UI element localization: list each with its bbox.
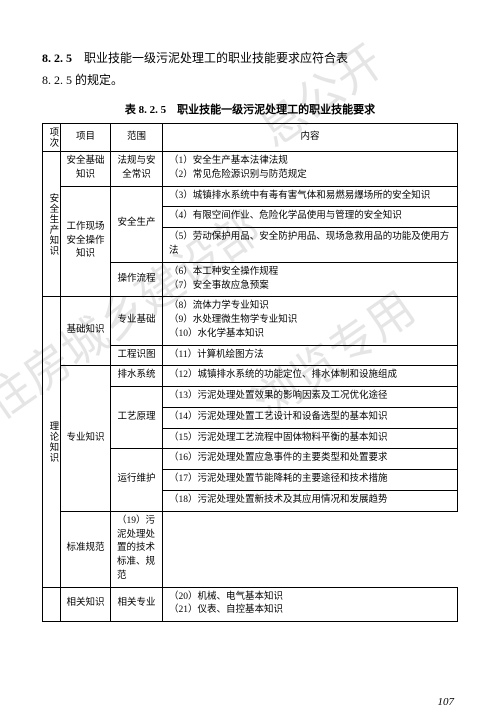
scope-cell: 法规与安全常识 <box>111 152 163 187</box>
intro-paragraph: 8. 2. 5 职业技能一级污泥处理工的职业技能要求应符合表 8. 2. 5 的… <box>42 48 458 91</box>
table-row: 理论知识 基础知识 专业基础 （8）流体力学专业知识 （9）水处理微生物学专业知… <box>43 297 458 345</box>
item-cell: 工作现场安全操作知识 <box>61 186 111 297</box>
group-1: 安全生产知识 <box>43 152 61 297</box>
scope-cell: 排水系统 <box>111 366 163 387</box>
col-header-4: 内容 <box>163 124 458 152</box>
col-header-3: 范围 <box>111 124 163 152</box>
intro-section-num: 8. 2. 5 <box>42 51 72 65</box>
content-cell: （19）污泥处理处置的技术标准、规范 <box>111 511 163 587</box>
table-header-row: 项次 项目 范围 内容 <box>43 124 458 152</box>
table-row: 相关知识 相关专业 （20）机械、电气基本知识 （21）仪表、自控基本知识 <box>43 587 458 622</box>
table-row: 专业知识 排水系统 （12）城镇排水系统的功能定位、排水体制和设施组成 <box>43 366 458 387</box>
scope-cell: 安全生产 <box>111 186 163 262</box>
table-row: 标准规范 （19）污泥处理处置的技术标准、规范 <box>43 511 458 587</box>
scope-cell: 运行维护 <box>111 449 163 511</box>
table-row: 安全生产知识 安全基础知识 法规与安全常识 （1）安全生产基本法律法规 （2）常… <box>43 152 458 187</box>
requirements-table: 项次 项目 范围 内容 安全生产知识 安全基础知识 法规与安全常识 （1）安全生… <box>42 123 458 622</box>
table-row: 工作现场安全操作知识 安全生产 （3）城镇排水系统中有毒有害气体和易燃易爆场所的… <box>43 186 458 207</box>
table-caption: 表 8. 2. 5 职业技能一级污泥处理工的职业技能要求 <box>42 101 458 117</box>
scope-cell: 操作流程 <box>111 262 163 297</box>
scope-cell: 工艺原理 <box>111 387 163 449</box>
content-cell: （13）污泥处理处置效果的影响因素及工况优化途径 <box>163 387 458 408</box>
content-cell: （14）污泥处理处置工艺设计和设备选型的基本知识 <box>163 407 458 428</box>
content-cell: （16）污泥处理处置应急事件的主要类型和处置要求 <box>163 449 458 470</box>
content-cell: （5）劳动保护用品、安全防护用品、现场急救用品的功能及使用方法 <box>163 228 458 263</box>
col-header-1: 项次 <box>43 124 61 152</box>
content-cell: （20）机械、电气基本知识 （21）仪表、自控基本知识 <box>163 587 458 622</box>
content-cell: （8）流体力学专业知识 （9）水处理微生物学专业知识 （10）水化学基本知识 <box>163 297 458 345</box>
scope-cell: 相关专业 <box>111 587 163 622</box>
scope-cell: 标准规范 <box>61 511 111 587</box>
content-cell: （18）污泥处理处置新技术及其应用情况和发展趋势 <box>163 490 458 511</box>
group-2: 理论知识 <box>43 297 61 587</box>
content-cell: （17）污泥处理处置节能降耗的主要途径和技术措施 <box>163 470 458 491</box>
content-cell: （3）城镇排水系统中有毒有害气体和易燃易爆场所的安全知识 <box>163 186 458 207</box>
item-cell: 相关知识 <box>61 587 111 622</box>
content-cell: （4）有限空间作业、危险化学品使用与管理的安全知识 <box>163 207 458 228</box>
item-cell: 基础知识 <box>61 297 111 366</box>
scope-cell: 专业基础 <box>111 297 163 345</box>
item-cell: 安全基础知识 <box>61 152 111 187</box>
content-cell: （11）计算机绘图方法 <box>163 345 458 366</box>
content-cell: （12）城镇排水系统的功能定位、排水体制和设施组成 <box>163 366 458 387</box>
page-number: 107 <box>438 696 455 708</box>
scope-cell: 工程识图 <box>111 345 163 366</box>
content-cell: （1）安全生产基本法律法规 （2）常见危险源识别与防范规定 <box>163 152 458 187</box>
item-cell: 专业知识 <box>61 366 111 511</box>
col-header-2: 项目 <box>61 124 111 152</box>
content-cell: （15）污泥处理工艺流程中固体物料平衡的基本知识 <box>163 428 458 449</box>
content-cell: （6）本工种安全操作规程 （7）安全事故应急预案 <box>163 262 458 297</box>
